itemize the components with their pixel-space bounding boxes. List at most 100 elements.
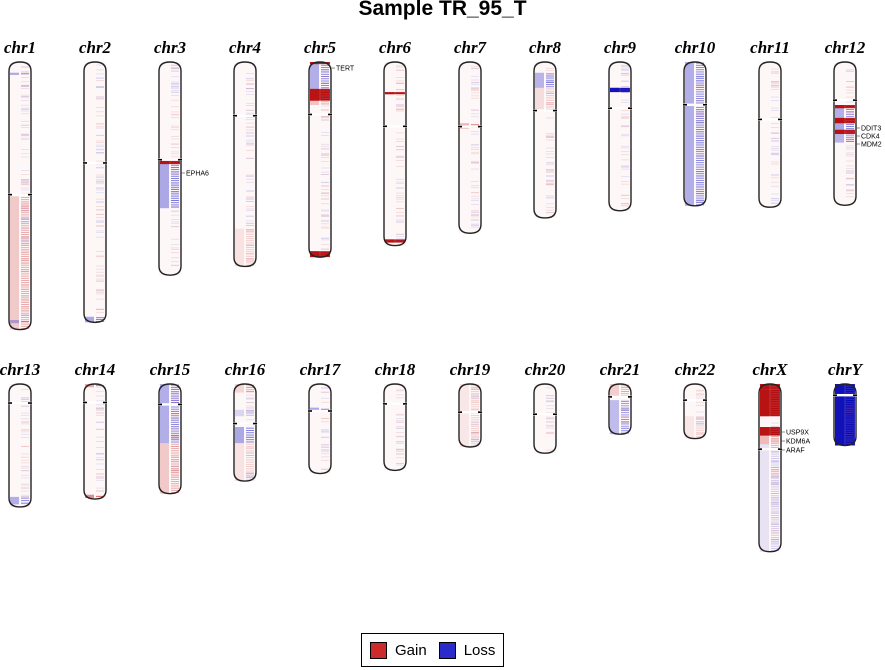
centromere-gap <box>158 158 182 161</box>
chromosome-chr20: chr20 <box>525 360 566 454</box>
chromosome-body <box>459 384 481 447</box>
chromosome-body <box>684 62 706 206</box>
chromosome-chr4: chr4 <box>229 38 261 268</box>
gene-label: MDM2 <box>861 142 882 149</box>
chromosome-chr3: chr3 EPHA6 <box>154 38 209 276</box>
loss-segment <box>160 164 169 209</box>
centromere-gap <box>758 118 782 121</box>
gene-label: ARAF <box>786 448 805 455</box>
chromosome-chr15: chr15 <box>150 360 191 495</box>
legend-item-loss: Loss <box>438 641 495 659</box>
chromosome-outline <box>383 61 407 247</box>
chromosome-outline <box>683 61 707 207</box>
centromere-gap <box>383 125 407 128</box>
gain-segment-strong <box>310 251 330 258</box>
chromosome-body <box>234 384 256 482</box>
chromosome-label: chr9 <box>604 38 637 57</box>
gain-segment-strong <box>310 88 330 101</box>
chromosome-outline <box>458 383 482 448</box>
chromosome-body <box>459 62 481 234</box>
chromosome-chr13: chr13 <box>0 360 41 508</box>
centromere-gap <box>8 193 32 196</box>
chromosome-chr19: chr19 <box>450 360 491 448</box>
centromere-gap <box>458 125 482 128</box>
chromosome-label: chr11 <box>750 38 790 57</box>
centromere-gap <box>833 393 857 397</box>
chromosome-outline <box>833 383 857 447</box>
chromosome-body <box>234 62 256 267</box>
gain-segment <box>85 384 94 388</box>
chromosome-outline <box>158 61 182 276</box>
chromosome-chr21: chr21 <box>600 360 640 435</box>
gain-segment <box>610 384 619 397</box>
chromosome-chr1: chr1 <box>4 38 36 331</box>
chromosome-label: chr5 <box>304 38 337 57</box>
chromosome-body <box>384 384 406 471</box>
gain-segment <box>235 384 244 393</box>
centromere-gap <box>608 395 632 399</box>
loss-segment <box>10 320 19 324</box>
chromosome-label: chr4 <box>229 38 261 57</box>
loss-segment <box>310 64 319 89</box>
chromosome-body <box>384 62 406 246</box>
chromosome-outline <box>233 61 257 268</box>
loss-segment <box>310 407 319 411</box>
chromosome-label: chr13 <box>0 360 41 379</box>
gain-segment <box>235 443 244 482</box>
centromere-gap <box>233 114 257 117</box>
legend-gain-label: Gain <box>395 641 427 659</box>
gain-segment-strong <box>385 92 405 95</box>
chromosome-chr17: chr17 <box>300 360 342 475</box>
chromosome-body <box>759 384 781 552</box>
chromosome-chr7: chr7 <box>454 38 488 234</box>
centromere-gap <box>608 107 632 110</box>
chromosome-label: chr10 <box>675 38 716 57</box>
gain-segment-strong <box>160 158 180 165</box>
loss-segment <box>235 409 244 417</box>
gain-segment <box>310 100 319 105</box>
loss-segment <box>610 400 619 435</box>
gene-label: CDK4 <box>861 134 880 141</box>
chromosome-outline <box>233 383 257 482</box>
loss-segment <box>235 427 244 444</box>
chromosome-label: chrX <box>753 360 789 379</box>
chromosome-label: chr15 <box>150 360 191 379</box>
chromosome-label: chr22 <box>675 360 716 379</box>
chromosome-chr9: chr9 <box>604 38 637 212</box>
chromosome-outline <box>833 61 857 206</box>
chromosome-body <box>309 62 331 258</box>
centromere-gap <box>8 401 32 405</box>
centromere-gap <box>308 113 332 116</box>
gain-segment <box>160 443 169 494</box>
gain-segment-strong <box>835 129 855 135</box>
chromosome-body <box>309 384 331 474</box>
chromosome-chr8: chr8 <box>529 38 562 219</box>
centromere-gap <box>83 401 107 404</box>
gain-segment <box>235 228 244 267</box>
chromosome-label: chr7 <box>454 38 488 57</box>
chromosome-outline <box>758 61 782 208</box>
gain-segment <box>760 435 769 445</box>
centromere-gap <box>833 98 857 102</box>
centromere-gap <box>233 422 257 425</box>
chromosome-outline <box>533 61 557 219</box>
chromosome-outline <box>8 61 32 331</box>
centromere-gap <box>533 109 557 112</box>
chromosome-body <box>534 62 556 218</box>
chromosome-chr16: chr16 <box>225 360 266 482</box>
chromosome-body <box>684 384 706 439</box>
loss-segment-strong <box>835 384 855 446</box>
chromosome-label: chr14 <box>75 360 116 379</box>
centromere-gap <box>683 398 707 402</box>
chromosome-label: chr20 <box>525 360 566 379</box>
chromosome-outline <box>308 61 332 258</box>
gene-label: USP9X <box>786 430 809 437</box>
chromosome-outline <box>158 383 182 495</box>
legend: Gain Loss <box>361 633 504 667</box>
loss-segment <box>160 384 169 444</box>
centromere-gap <box>83 161 107 165</box>
chromosome-body <box>534 384 556 454</box>
gain-segment-strong <box>760 389 780 417</box>
chromosome-label: chr6 <box>379 38 412 57</box>
